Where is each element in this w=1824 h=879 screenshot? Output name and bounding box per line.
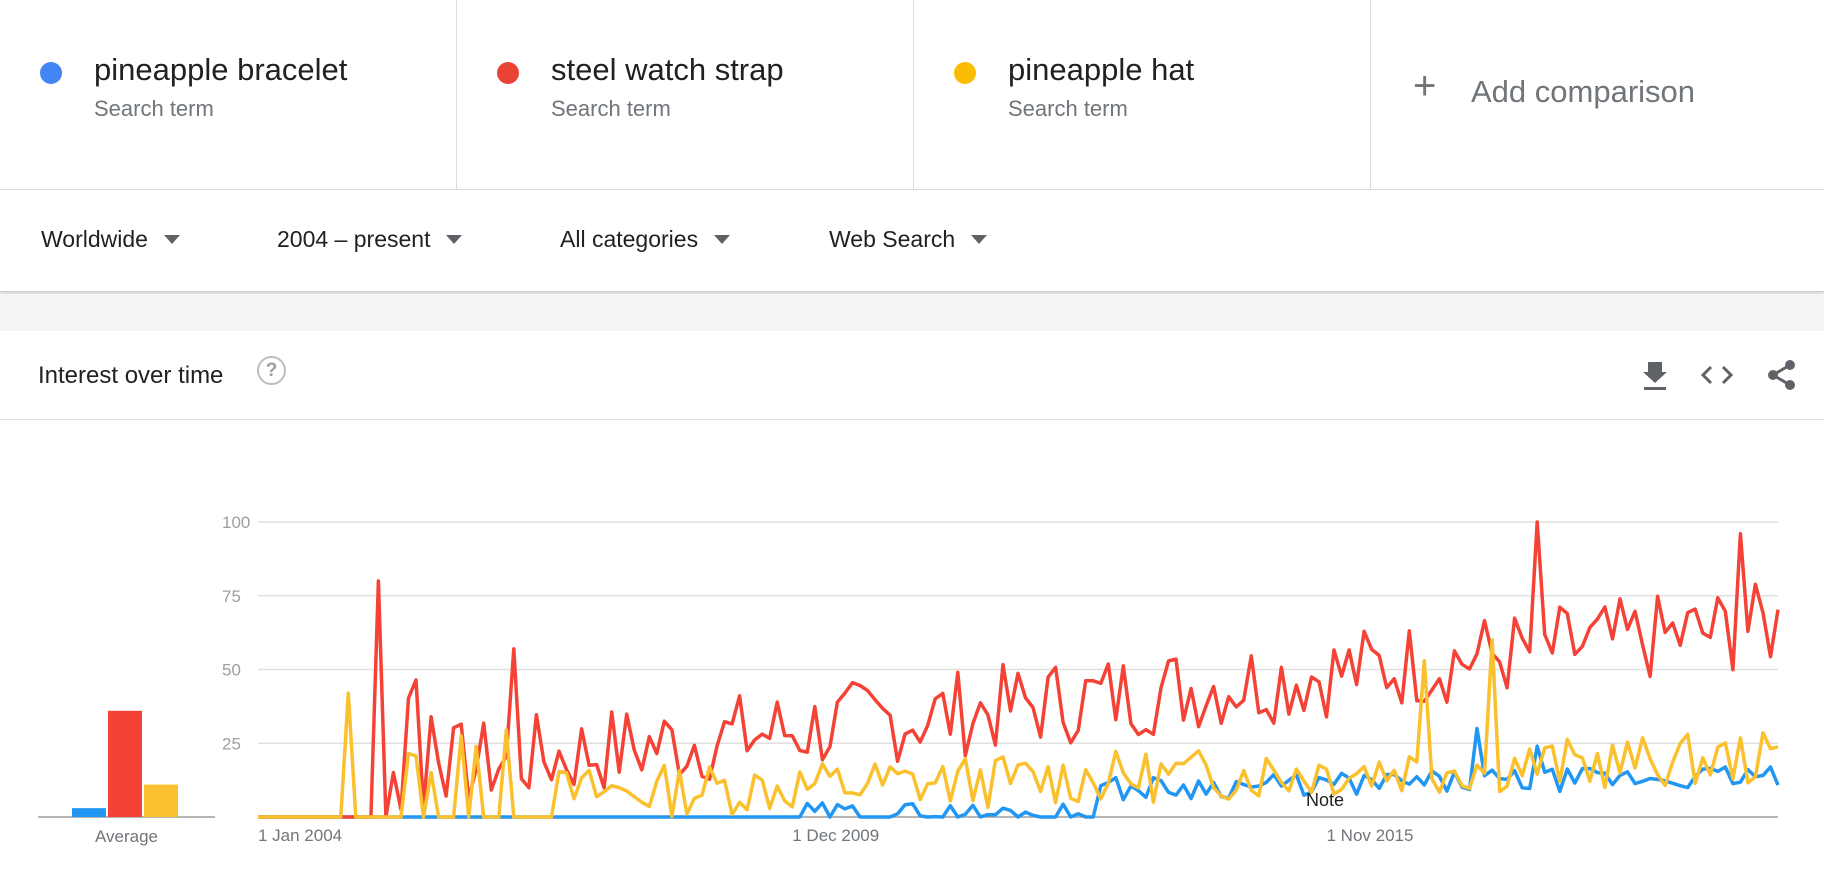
series-line-1 [258, 726, 1780, 819]
term-color-dot [954, 62, 976, 84]
add-comparison-button[interactable]: + Add comparison [1371, 0, 1824, 189]
y-tick-label: 50 [222, 661, 241, 680]
term-type: Search term [1008, 96, 1128, 121]
average-bar [72, 808, 106, 817]
y-tick-label: 25 [222, 734, 241, 753]
average-bar [144, 784, 178, 817]
average-bar [108, 710, 142, 817]
panel-title: Interest over time [38, 362, 224, 389]
section-gap [0, 294, 1824, 331]
average-label: Average [95, 827, 158, 846]
time-range-dropdown[interactable]: 2004 – present [277, 226, 463, 253]
term-card-3[interactable]: pineapple hat Search term [914, 0, 1371, 189]
category-dropdown[interactable]: All categories [560, 226, 731, 253]
term-card-1[interactable]: pineapple bracelet Search term [0, 0, 457, 189]
series-line-3 [258, 638, 1779, 819]
term-color-dot [40, 62, 62, 84]
term-type: Search term [551, 96, 671, 121]
term-name: pineapple bracelet [94, 52, 348, 87]
note-annotation[interactable]: Note [1306, 790, 1344, 810]
help-circle-icon[interactable]: ? [257, 356, 286, 385]
caret-down-icon [714, 235, 731, 244]
x-tick-label: 1 Nov 2015 [1327, 826, 1414, 845]
term-name: steel watch strap [551, 52, 784, 87]
interest-over-time-chart: Average 25 50 75 100 1 Jan 2004 1 Dec 2009 1 N… [38, 513, 1780, 846]
x-tick-label: 1 Dec 2009 [792, 826, 879, 845]
term-name: pineapple hat [1008, 52, 1195, 87]
region-value: Worldwide [41, 226, 148, 252]
time-range-value: 2004 – present [277, 226, 431, 252]
embed-code-icon[interactable] [1700, 358, 1734, 392]
term-color-dot [497, 62, 519, 84]
interest-over-time-header: Interest over time [0, 331, 1824, 420]
y-tick-label: 75 [222, 587, 241, 606]
search-type-dropdown[interactable]: Web Search [829, 226, 988, 253]
y-tick-label: 100 [222, 513, 250, 532]
chart-lines [258, 520, 1780, 819]
download-icon[interactable] [1638, 358, 1672, 392]
term-card-2[interactable]: steel watch strap Search term [457, 0, 914, 189]
add-comparison-label: Add comparison [1471, 74, 1696, 109]
x-tick-label: 1 Jan 2004 [258, 826, 342, 845]
category-value: All categories [560, 226, 699, 252]
comparison-terms: pineapple bracelet Search term steel wat… [0, 0, 1824, 190]
term-type: Search term [94, 96, 214, 121]
caret-down-icon [971, 235, 988, 244]
filter-bar: Worldwide 2004 – present All categories … [0, 190, 1824, 292]
plus-icon: + [1413, 64, 1437, 108]
search-type-value: Web Search [829, 226, 956, 252]
caret-down-icon [163, 235, 180, 244]
series-line-2 [258, 520, 1780, 819]
share-icon[interactable] [1764, 358, 1798, 392]
region-dropdown[interactable]: Worldwide [41, 226, 180, 253]
caret-down-icon [446, 235, 463, 244]
average-bars: Average [38, 710, 215, 846]
